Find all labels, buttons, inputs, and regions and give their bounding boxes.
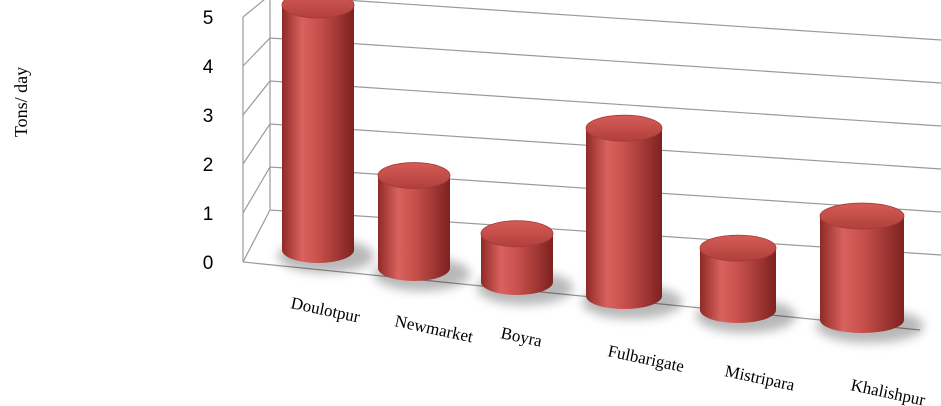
bar-body [378,175,450,281]
bar [281,0,355,263]
y-tick-label: 0 [203,253,214,274]
x-tick-label: Khalishpur [849,375,927,406]
y-tick-label: 2 [203,155,214,176]
y-tick-label: 1 [203,204,214,225]
bar-top [819,202,905,230]
bar [585,114,663,309]
bar-top [585,114,663,142]
x-tick-label: Mistripara [723,361,797,394]
y-tick-label: 4 [203,57,214,78]
bar-top [699,234,777,262]
bar [377,162,451,281]
bar-top [480,220,554,248]
x-tick-label: Newmarket [393,311,475,346]
bar [480,220,554,295]
bar-top [281,0,355,19]
floor-edge [242,261,921,331]
y-axis-ticks: 0 1 2 3 4 5 [203,8,214,274]
bar-body [700,248,776,323]
bar [699,234,777,323]
bar-body [820,216,904,333]
bar-top [377,162,451,189]
bar-body [282,5,354,263]
gridlines [242,0,941,331]
bar-body [481,233,553,295]
x-tick-label: Doulotpur [289,293,362,326]
y-tick-label: 3 [203,106,214,127]
bar [819,202,905,333]
x-tick-label: Boyra [499,323,544,350]
bars [281,0,905,333]
y-tick-label: 5 [203,8,214,29]
bar-body [586,128,662,309]
gridline [242,0,941,41]
x-tick-label: Fulbarigate [606,341,686,376]
y-axis-label: Tons/ day [11,67,31,137]
